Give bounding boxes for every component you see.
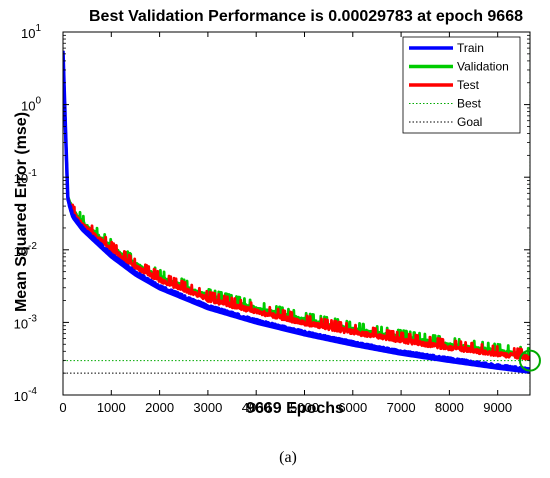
figure-caption: (a) — [279, 449, 297, 466]
train-series-lower-edge — [63, 53, 530, 374]
legend-label: Test — [457, 78, 480, 92]
legend-label: Goal — [457, 115, 482, 129]
x-tick-label: 7000 — [387, 400, 416, 415]
series-lines — [63, 50, 530, 374]
y-tick-label: 10-2 — [14, 241, 38, 259]
x-tick-label: 5000 — [290, 400, 319, 415]
legend: Train Validation Test Best Goal — [402, 36, 521, 134]
x-tick-label: 3000 — [193, 400, 222, 415]
x-tick-label: 0 — [59, 400, 66, 415]
y-axis-label: Mean Squared Error (mse) — [13, 112, 30, 312]
x-tick-label: 4000 — [242, 400, 271, 415]
x-tick-label: 2000 — [145, 400, 174, 415]
legend-label: Train — [457, 41, 484, 55]
y-tick-label: 10-3 — [14, 313, 38, 331]
x-axis-label: 9669 Epochs — [246, 400, 344, 417]
y-tick-label: 100 — [21, 96, 41, 114]
y-tick-label: 101 — [21, 23, 41, 41]
y-tick-label: 10-1 — [14, 168, 38, 186]
train-series-line — [63, 50, 530, 373]
plot-frame — [62, 31, 531, 396]
legend-label: Validation — [457, 60, 509, 74]
y-tick-label: 10-4 — [14, 386, 38, 404]
axes: 0 1000 2000 3000 4000 5000 6000 7000 8000 9000 101… — [14, 23, 531, 415]
test-series-line — [63, 50, 530, 361]
x-tick-label: 6000 — [338, 400, 367, 415]
legend-label: Best — [457, 97, 482, 111]
x-tick-label: 9000 — [483, 400, 512, 415]
best-point-marker — [518, 349, 541, 372]
x-tick-label: 8000 — [435, 400, 464, 415]
chart-title: Best Validation Performance is 0.0002978… — [89, 8, 523, 25]
x-tick-label: 1000 — [97, 400, 126, 415]
